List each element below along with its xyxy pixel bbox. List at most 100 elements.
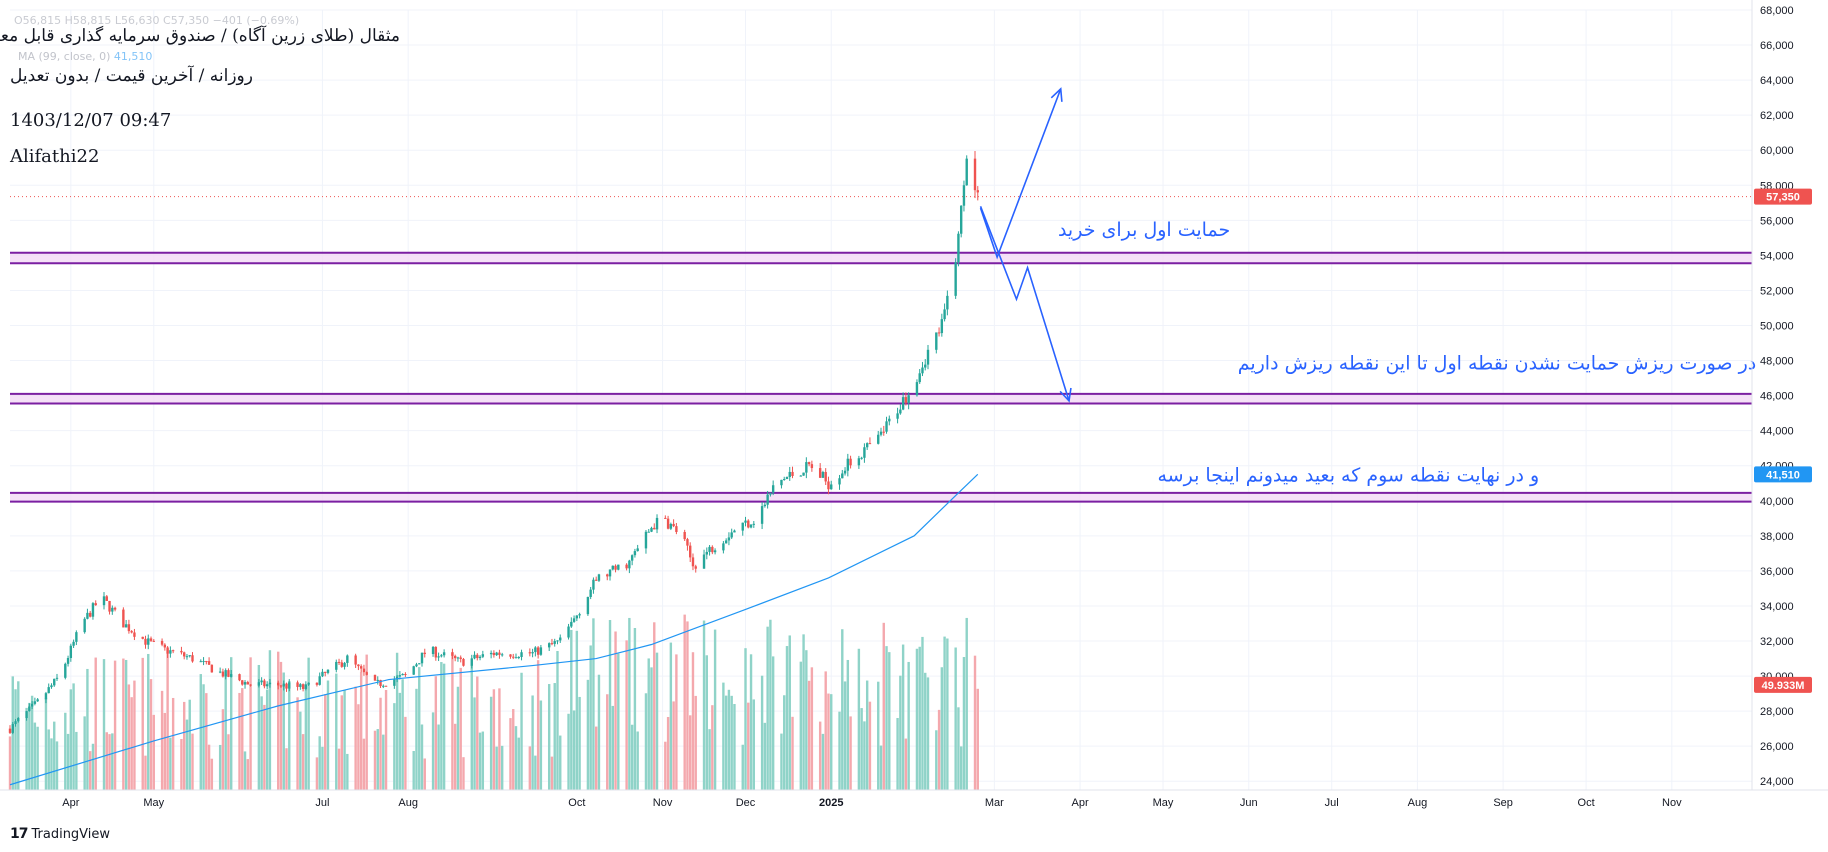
volume-bar — [462, 757, 465, 790]
volume-bar — [957, 707, 960, 790]
candle-body — [470, 658, 473, 666]
volume-bar — [606, 694, 609, 790]
x-tick-label: Dec — [736, 797, 756, 809]
candle-body — [830, 484, 833, 490]
volume-bar — [959, 746, 963, 790]
candle-body — [763, 504, 767, 507]
volume-bar — [882, 622, 885, 790]
volume-bar — [324, 694, 327, 790]
bearish-scenario-arrow — [979, 206, 1070, 402]
candle-body — [536, 647, 540, 655]
candle-body — [628, 560, 631, 569]
volume-bar — [14, 689, 17, 790]
candle-body — [849, 458, 852, 466]
volume-bar — [824, 671, 827, 790]
x-tick-label: Oct — [1578, 797, 1595, 809]
volume-bar — [431, 712, 435, 790]
volume-bar — [318, 736, 321, 790]
candle-body — [282, 683, 285, 687]
candle-body — [860, 457, 863, 459]
y-tick-label: 66,000 — [1760, 40, 1794, 52]
volume-bar — [337, 748, 341, 790]
volume-bar — [423, 758, 426, 790]
candle-body — [30, 703, 34, 707]
volume-bar — [791, 716, 794, 790]
candle-body — [11, 724, 14, 733]
volume-bar — [636, 731, 639, 790]
x-tick-label: Sep — [1493, 797, 1513, 809]
y-tick-label: 28,000 — [1760, 706, 1794, 718]
volume-bar — [924, 672, 927, 790]
candle-body — [741, 522, 744, 531]
y-tick-label: 64,000 — [1760, 75, 1794, 87]
volume-bar — [865, 680, 869, 790]
volume-bar — [807, 680, 811, 790]
volume-bar — [935, 730, 938, 790]
volume-bar — [846, 659, 850, 790]
volume-bar — [630, 724, 634, 790]
candle-body — [915, 382, 919, 396]
candle-body — [747, 520, 750, 528]
y-tick-label: 68,000 — [1760, 5, 1794, 17]
candle-body — [166, 647, 169, 654]
candle-body — [384, 685, 388, 687]
candle-body — [713, 550, 717, 553]
x-tick-label: May — [143, 797, 164, 809]
candle-body — [783, 479, 786, 481]
candle-body — [127, 624, 131, 632]
candle-body — [686, 539, 689, 546]
candle-body — [393, 679, 396, 686]
candle-body — [191, 655, 194, 662]
volume-bar — [802, 634, 805, 790]
volume-bar — [210, 758, 214, 790]
candle-body — [442, 652, 446, 656]
volume-bar — [517, 737, 520, 790]
volume-bar — [531, 695, 534, 790]
volume-bar — [512, 709, 515, 790]
candle-body — [47, 687, 50, 694]
volume-bar — [730, 695, 733, 790]
candle-body — [44, 693, 48, 700]
y-tick-label: 38,000 — [1760, 531, 1794, 543]
y-tick-label: 60,000 — [1760, 145, 1794, 157]
candle-body — [230, 674, 233, 677]
candle-body — [926, 349, 930, 365]
volume-bar — [489, 696, 493, 790]
candle-body — [14, 721, 17, 725]
candle-body — [346, 655, 349, 663]
volume-bar — [495, 746, 498, 790]
candle-body — [965, 158, 968, 186]
tradingview-branding[interactable]: 17 TradingView — [10, 826, 110, 842]
candle-body — [459, 657, 462, 659]
volume-bar — [122, 658, 125, 790]
volume-bar — [918, 646, 921, 790]
x-tick-label: Nov — [1662, 797, 1682, 809]
candle-body — [749, 524, 753, 528]
volume-bar — [946, 638, 949, 790]
volume-bar — [500, 745, 504, 790]
candle-body — [606, 574, 609, 577]
volume-bar — [838, 711, 841, 790]
candle-body — [72, 641, 75, 646]
volume-bar — [415, 688, 418, 790]
volume-bar — [589, 645, 592, 790]
volume-bar — [860, 708, 863, 790]
volume-bar — [713, 629, 717, 790]
candle-body — [401, 674, 404, 676]
volume-bar — [141, 657, 144, 790]
candle-body — [36, 699, 39, 702]
volume-bar — [655, 652, 659, 790]
candle-body — [122, 609, 125, 628]
candle-body — [224, 670, 227, 677]
candle-body — [337, 661, 341, 663]
volume-bar — [359, 672, 363, 790]
volume-bar — [470, 665, 473, 790]
candle-body — [733, 530, 736, 533]
x-tick-label: Aug — [1408, 797, 1428, 809]
candle-body — [263, 680, 266, 687]
candle-body — [324, 671, 327, 673]
candle-body — [17, 718, 20, 722]
candle-body — [940, 319, 944, 334]
candle-body — [625, 564, 628, 569]
